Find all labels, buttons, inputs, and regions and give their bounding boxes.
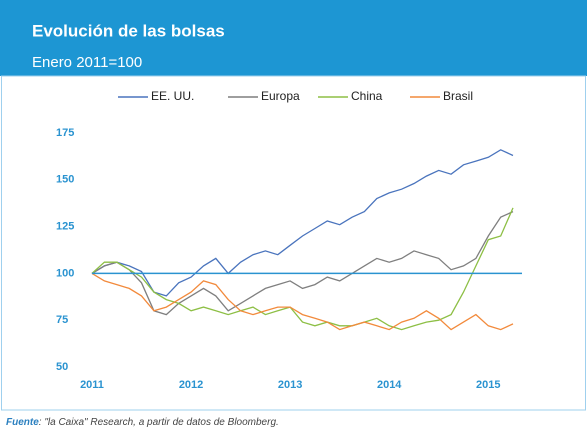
x-tick-label: 2013: [278, 379, 302, 391]
source: Fuente: "la Caixa" Research, a partir de…: [6, 417, 279, 428]
x-tick-label: 2012: [179, 379, 203, 391]
chart-title: Evolución de las bolsas: [32, 21, 225, 40]
x-tick-label: 2011: [80, 379, 104, 391]
chart-subtitle: Enero 2011=100: [32, 54, 142, 71]
legend-label: China: [351, 89, 383, 103]
series-line: [91, 207, 514, 331]
legend-label: Brasil: [443, 89, 473, 103]
legend-label: EE. UU.: [151, 89, 194, 103]
series-line: [91, 211, 514, 316]
header-band: [0, 0, 587, 76]
y-tick-label: 100: [56, 267, 74, 279]
y-tick-label: 150: [56, 174, 74, 186]
chart-frame: [1, 75, 586, 411]
y-tick-label: 175: [56, 127, 74, 139]
x-tick-label: 2015: [476, 379, 500, 391]
series-line: [91, 272, 514, 331]
source-label: Fuente: [6, 417, 39, 428]
y-tick-label: 75: [56, 314, 68, 326]
x-tick-label: 2014: [377, 379, 402, 391]
legend-label: Europa: [261, 89, 300, 103]
source-text: : "la Caixa" Research, a partir de datos…: [39, 417, 279, 428]
series-line: [91, 149, 514, 297]
y-tick-label: 125: [56, 221, 74, 233]
y-tick-label: 50: [56, 361, 68, 373]
